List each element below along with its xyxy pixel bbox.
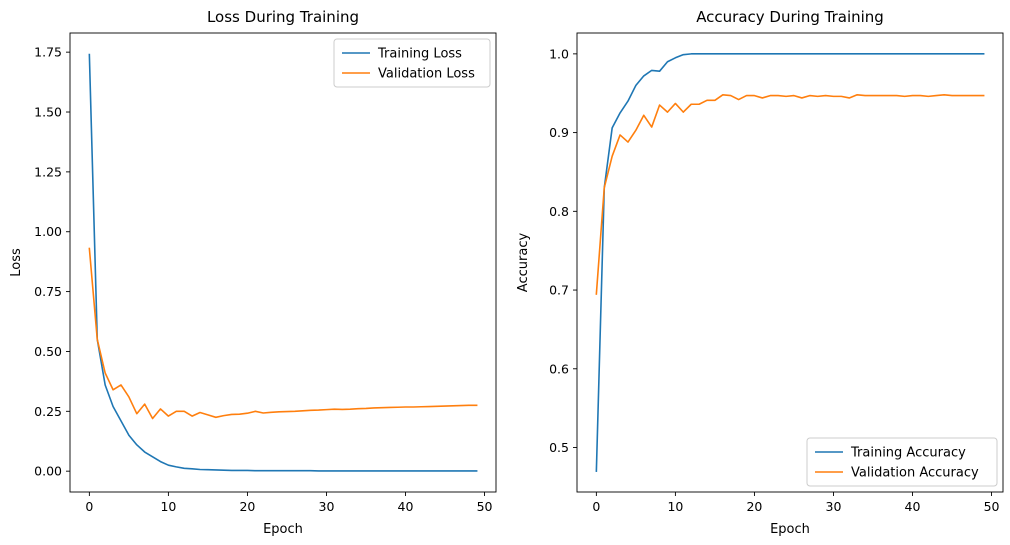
x-axis-label: Epoch (770, 522, 810, 537)
x-tick-label: 0 (85, 499, 93, 514)
y-tick-label: 1.25 (34, 164, 62, 179)
series-line-training-loss (88, 53, 478, 472)
series-line-validation-accuracy (595, 94, 985, 295)
y-tick-label: 1.0 (549, 46, 569, 61)
x-tick-label: 40 (905, 499, 921, 514)
x-tick-label: 40 (398, 499, 414, 514)
y-tick-label: 0.8 (549, 204, 569, 219)
x-tick-label: 30 (319, 499, 335, 514)
legend-label: Training Accuracy (850, 446, 966, 461)
x-tick-label: 10 (160, 499, 176, 514)
y-tick-label: 1.75 (34, 45, 62, 60)
y-tick-label: 1.00 (34, 224, 62, 239)
y-axis-label: Accuracy (516, 233, 531, 293)
x-axis-label: Epoch (263, 522, 303, 537)
legend-label: Training Loss (377, 47, 462, 62)
legend-label: Validation Loss (378, 67, 475, 82)
series-line-validation-loss (88, 247, 478, 420)
x-tick-label: 0 (592, 499, 600, 514)
y-tick-label: 0.00 (34, 464, 62, 479)
x-tick-label: 30 (826, 499, 842, 514)
legend: Training Loss Validation Loss (333, 38, 491, 88)
y-tick-label: 0.75 (34, 284, 62, 299)
chart-title: Accuracy During Training (696, 8, 884, 26)
y-tick-label: 0.9 (549, 125, 569, 140)
legend-box (806, 437, 998, 487)
y-tick-label: 0.50 (34, 344, 62, 359)
x-tick-label: 20 (746, 499, 762, 514)
y-tick-label: 0.25 (34, 404, 62, 419)
y-axis-label: Loss (9, 248, 24, 277)
x-tick-label: 20 (239, 499, 255, 514)
y-tick-label: 0.6 (549, 361, 569, 376)
x-tick-label: 50 (984, 499, 1000, 514)
y-tick-label: 1.50 (34, 105, 62, 120)
axes-frame (69, 32, 497, 493)
x-tick-label: 50 (477, 499, 493, 514)
axes-frame (576, 32, 1004, 493)
y-tick-label: 0.7 (549, 283, 569, 298)
legend-label: Validation Accuracy (851, 466, 979, 481)
y-tick-label: 0.5 (549, 440, 569, 455)
legend-box (333, 38, 491, 88)
series-line-training-accuracy (595, 53, 985, 472)
x-tick-label: 10 (667, 499, 683, 514)
legend: Training Accuracy Validation Accuracy (806, 437, 998, 487)
chart-panel-accuracy: Accuracy During Training 0 10 20 30 40 50 0.5 0.… (516, 8, 1004, 537)
chart-title: Loss During Training (207, 8, 359, 26)
chart-panel-loss: Loss During Training 0 10 20 30 40 50 0.00 0.25 0… (9, 8, 497, 537)
